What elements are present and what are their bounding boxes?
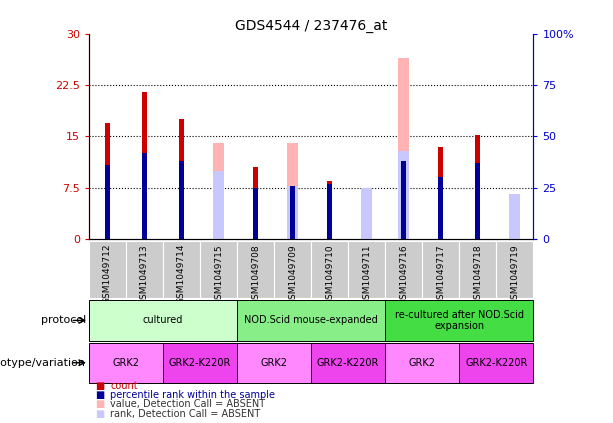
Bar	[459, 343, 533, 383]
Bar	[385, 241, 422, 298]
Bar	[311, 343, 385, 383]
Text: GRK2: GRK2	[261, 358, 287, 368]
Text: ■: ■	[95, 390, 104, 400]
Bar	[237, 300, 385, 341]
Bar	[163, 343, 237, 383]
Bar	[475, 163, 480, 239]
Text: GSM1049710: GSM1049710	[325, 244, 334, 305]
Bar	[89, 241, 126, 298]
Bar	[237, 241, 274, 298]
Text: GSM1049713: GSM1049713	[140, 244, 149, 305]
Text: re-cultured after NOD.Scid
expansion: re-cultured after NOD.Scid expansion	[395, 310, 524, 331]
Bar	[385, 300, 533, 341]
Text: GSM1049717: GSM1049717	[436, 244, 445, 305]
Bar	[385, 343, 459, 383]
Text: rank, Detection Call = ABSENT: rank, Detection Call = ABSENT	[110, 409, 261, 419]
Bar	[105, 123, 110, 239]
Bar	[274, 241, 311, 298]
Text: protocol: protocol	[40, 316, 86, 325]
Bar	[287, 143, 298, 239]
Text: value, Detection Call = ABSENT: value, Detection Call = ABSENT	[110, 399, 265, 409]
Text: GRK2-K220R: GRK2-K220R	[465, 358, 527, 368]
Bar	[497, 241, 533, 298]
Text: NOD.Scid mouse-expanded: NOD.Scid mouse-expanded	[244, 316, 378, 325]
Bar	[509, 215, 520, 239]
Bar	[213, 171, 224, 239]
Bar	[126, 241, 163, 298]
Text: GSM1049712: GSM1049712	[103, 244, 112, 305]
Bar	[422, 241, 459, 298]
Bar	[287, 186, 298, 239]
Bar	[179, 119, 184, 239]
Bar	[361, 188, 372, 239]
Bar	[327, 181, 332, 239]
Bar	[438, 178, 443, 239]
Text: GSM1049715: GSM1049715	[214, 244, 223, 305]
Bar	[348, 241, 385, 298]
Bar	[459, 241, 497, 298]
Bar	[237, 343, 311, 383]
Text: genotype/variation: genotype/variation	[0, 358, 86, 368]
Text: ■: ■	[95, 399, 104, 409]
Bar	[475, 135, 480, 239]
Title: GDS4544 / 237476_at: GDS4544 / 237476_at	[235, 19, 387, 33]
Bar	[438, 147, 443, 239]
Bar	[200, 241, 237, 298]
Bar	[142, 153, 147, 239]
Text: GSM1049718: GSM1049718	[473, 244, 482, 305]
Text: GSM1049711: GSM1049711	[362, 244, 371, 305]
Bar	[163, 241, 200, 298]
Text: GSM1049719: GSM1049719	[510, 244, 519, 305]
Bar	[89, 343, 163, 383]
Bar	[402, 161, 406, 239]
Text: cultured: cultured	[143, 316, 183, 325]
Text: ■: ■	[95, 381, 104, 391]
Text: ■: ■	[95, 409, 104, 419]
Bar	[142, 92, 147, 239]
Text: percentile rank within the sample: percentile rank within the sample	[110, 390, 275, 400]
Bar	[509, 194, 520, 239]
Bar	[253, 167, 258, 239]
Text: GRK2: GRK2	[112, 358, 139, 368]
Text: GSM1049709: GSM1049709	[288, 244, 297, 305]
Bar	[398, 151, 409, 239]
Bar	[398, 58, 409, 239]
Text: count: count	[110, 381, 138, 391]
Text: GRK2: GRK2	[409, 358, 436, 368]
Bar	[311, 241, 348, 298]
Bar	[179, 161, 184, 239]
Bar	[89, 300, 237, 341]
Text: GRK2-K220R: GRK2-K220R	[169, 358, 231, 368]
Bar	[253, 188, 258, 239]
Bar	[327, 184, 332, 239]
Bar	[105, 165, 110, 239]
Text: GRK2-K220R: GRK2-K220R	[317, 358, 379, 368]
Text: GSM1049716: GSM1049716	[399, 244, 408, 305]
Text: GSM1049714: GSM1049714	[177, 244, 186, 305]
Bar	[290, 186, 295, 239]
Text: GSM1049708: GSM1049708	[251, 244, 260, 305]
Bar	[213, 143, 224, 239]
